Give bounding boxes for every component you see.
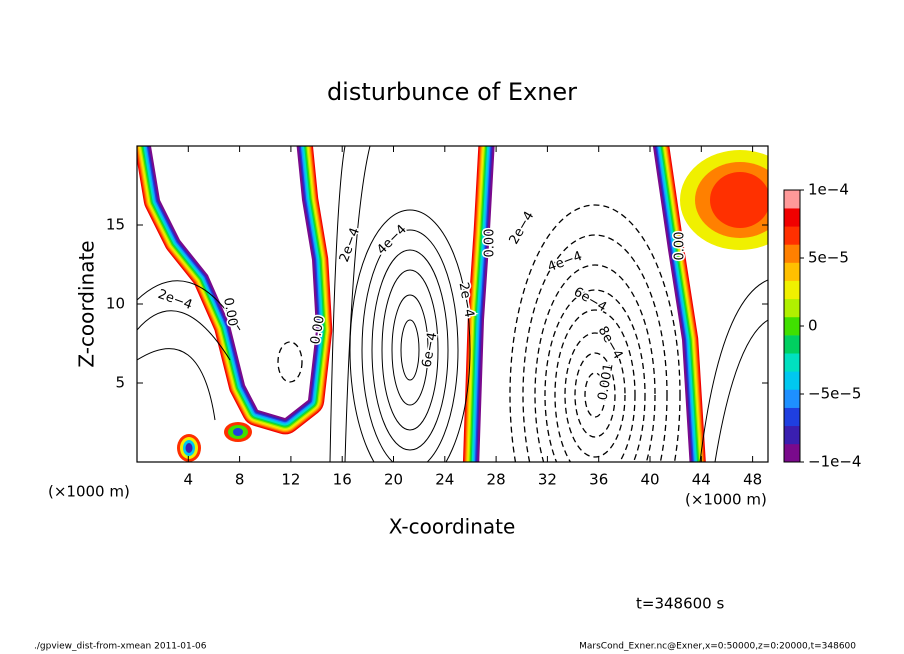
chart-title: disturbunce of Exner	[327, 78, 577, 106]
x-tick-label: 44	[692, 471, 711, 489]
x-tick-label: 16	[333, 471, 352, 489]
x-tick-label: 4	[184, 471, 194, 489]
contour-line	[400, 319, 420, 381]
contour-line	[391, 294, 429, 406]
contour-line	[564, 332, 626, 458]
colorbar-band	[784, 298, 800, 318]
shade-interior	[151, 146, 316, 418]
colorbar-band	[784, 353, 800, 372]
colorbar-band	[784, 226, 800, 245]
y-tick-label: 10	[106, 295, 125, 313]
colorbar-band	[784, 443, 800, 463]
contour-line	[574, 352, 616, 438]
x-axis-label: X-coordinate	[389, 515, 516, 539]
contour-label: 2e−4	[156, 287, 194, 313]
x-tick-label: 48	[743, 471, 762, 489]
y-tick-label: 15	[106, 216, 125, 234]
contour-label: 2e−4	[337, 226, 363, 264]
x-unit: (×1000 m)	[48, 483, 130, 501]
contour-label: 0.00	[483, 229, 498, 258]
x-tick-label: 40	[640, 471, 659, 489]
contour-line	[277, 341, 303, 383]
x-tick-label: 32	[538, 471, 557, 489]
colorbar-tick-label: −5e−5	[808, 385, 861, 403]
colorbar-band	[784, 208, 800, 227]
colorbar-tick-label: 5e−5	[808, 249, 849, 267]
colorbar-frame	[783, 189, 801, 463]
x-tick-label: 8	[235, 471, 245, 489]
plot-frame	[136, 145, 769, 463]
contour-line	[381, 269, 439, 431]
contour-line	[714, 319, 768, 462]
x-tick-label: 24	[435, 471, 454, 489]
colorbar-tick-label: −1e−4	[808, 453, 861, 471]
shade-patch	[185, 443, 193, 453]
colorbar-band	[784, 262, 800, 281]
contour-line	[371, 249, 449, 451]
shade-patch	[710, 172, 768, 228]
colorbar-band	[784, 389, 800, 408]
footer-left: ./gpview_dist-from-xmean 2011-01-06	[34, 642, 207, 652]
contour-line	[329, 146, 346, 462]
colorbar-band	[784, 244, 800, 263]
contour-line	[534, 264, 656, 462]
contour-label: 4e−4	[374, 222, 410, 258]
contour-line	[544, 289, 646, 462]
colorbar-band	[784, 316, 800, 336]
colorbar-tick-label: 1e−4	[808, 181, 849, 199]
contour-line	[137, 280, 241, 331]
contour-line	[522, 234, 668, 462]
contour-line	[554, 309, 636, 462]
colorbar-band	[784, 280, 800, 300]
contour-label: 0.00	[308, 314, 328, 345]
footer-right: MarsCond_Exner.nc@Exner,x=0:50000,z=0:20…	[579, 642, 856, 652]
contour-line	[137, 310, 231, 361]
x-tick-label: 12	[281, 471, 300, 489]
y-axis-label: Z-coordinate	[75, 240, 99, 367]
colorbar-band	[784, 371, 800, 390]
contour-line	[361, 229, 459, 462]
colorbar-band	[784, 335, 800, 354]
contour-label: 0.00	[673, 232, 688, 261]
x-tick-label: 36	[589, 471, 608, 489]
x-unit: (×1000 m)	[685, 491, 767, 509]
x-tick-label: 28	[487, 471, 506, 489]
x-tick-label: 20	[384, 471, 403, 489]
shade-interior	[479, 146, 690, 462]
contour-line	[584, 372, 606, 418]
colorbar-band	[784, 190, 800, 209]
contour-line	[349, 209, 471, 462]
shade-patch	[233, 428, 243, 436]
colorbar-tick-label: 0	[808, 317, 818, 335]
contour-label: 0.00	[220, 296, 240, 327]
contour-line	[509, 204, 681, 462]
contour-line	[344, 146, 371, 462]
contour-line	[699, 279, 768, 462]
time-label: t=348600 s	[636, 595, 724, 613]
colorbar-band	[784, 425, 800, 445]
y-tick-label: 5	[115, 374, 125, 392]
colorbar-band	[784, 407, 800, 427]
contour-line	[137, 348, 216, 421]
